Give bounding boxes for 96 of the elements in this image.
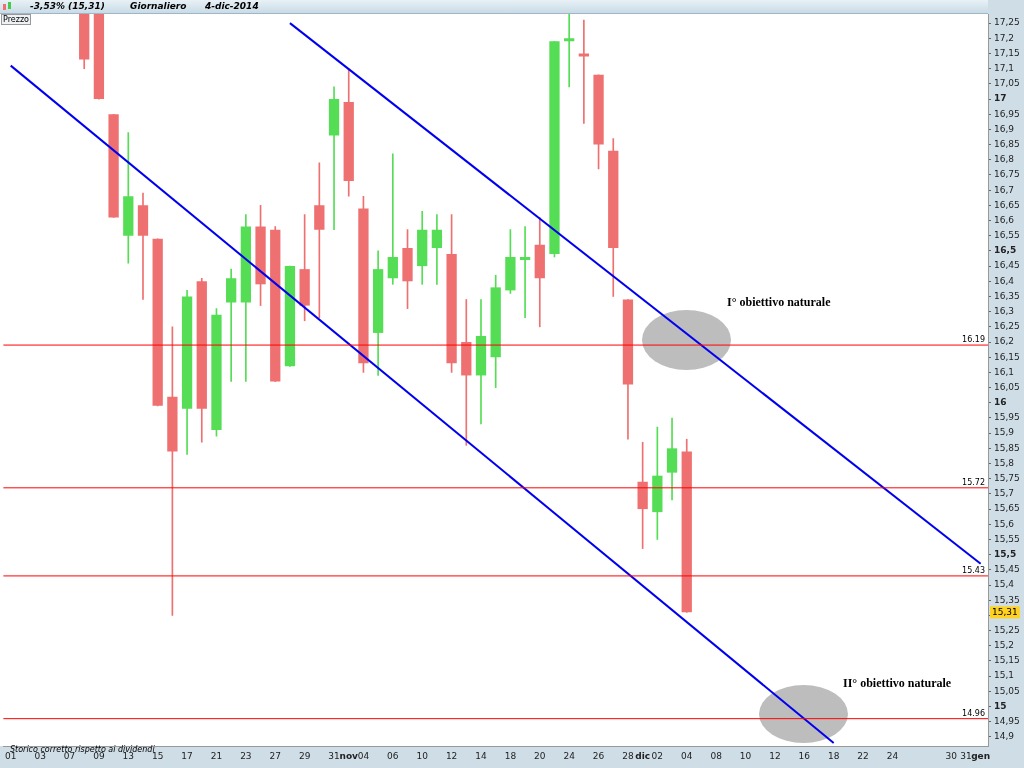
- y-tick-label: 16,15: [994, 351, 1020, 362]
- x-tick-label: 04: [681, 750, 693, 761]
- candlestick: [226, 268, 237, 382]
- y-tick-label: 15,9: [994, 427, 1015, 438]
- text: Giornaliero: [130, 1, 187, 11]
- y-tick-label: 15,05: [994, 685, 1020, 696]
- y-tick-label: 16,95: [994, 108, 1020, 119]
- annotation: I° obiettivo naturale: [727, 295, 831, 310]
- y-tick-label: 16,85: [994, 138, 1020, 149]
- x-tick-label: 24: [886, 750, 899, 761]
- candlestick: [578, 19, 590, 124]
- x-tick-label: 14: [475, 750, 487, 761]
- x-tick-label: 24: [563, 750, 576, 761]
- y-tick-label: 17,1: [994, 63, 1015, 74]
- y-tick-label: 16,55: [994, 230, 1020, 241]
- y-tick-label: 15: [994, 700, 1007, 711]
- y-tick-label: 16,35: [994, 290, 1020, 301]
- x-tick-label: 10: [739, 750, 752, 761]
- y-tick-label: 16,4: [994, 275, 1015, 286]
- y-tick-label: 15,75: [994, 473, 1020, 484]
- candlestick: [328, 86, 340, 230]
- y-tick-label: 16,8: [994, 154, 1015, 165]
- y-tick-label: 16,65: [994, 199, 1020, 210]
- y-tick-label: 15,35: [994, 594, 1020, 605]
- candlestick: [431, 214, 443, 285]
- x-tick-label: 18: [504, 750, 517, 761]
- y-tick-label: 16,2: [994, 336, 1015, 347]
- y-tick-label: 16,9: [994, 123, 1015, 134]
- y-tick-label: 15,15: [994, 655, 1020, 666]
- candlestick: [387, 153, 398, 285]
- x-tick-label: nov: [339, 750, 359, 761]
- y-tick-label: 16,7: [994, 184, 1015, 195]
- x-tick-label: 31: [960, 750, 972, 761]
- y-tick-label: 15,4: [994, 579, 1015, 590]
- ref-line-label: 16.19: [962, 335, 985, 345]
- x-tick-label: 10: [416, 750, 429, 761]
- y-tick-label: 16,45: [994, 260, 1020, 271]
- x-tick-label: 20: [534, 750, 546, 761]
- x-tick-label: 12: [445, 750, 458, 761]
- x-tick-label: 23: [240, 750, 252, 761]
- y-tick-label: 14,9: [994, 731, 1015, 742]
- y-tick-label: 15,6: [994, 518, 1015, 529]
- y-tick-label: 16,05: [994, 381, 1020, 392]
- x-tick-label: 08: [710, 750, 723, 761]
- y-tick-label: 15,85: [994, 442, 1020, 453]
- y-tick-label: 16,25: [994, 321, 1020, 332]
- y-tick-label: 15,5: [994, 548, 1017, 559]
- y-tick-label: 17: [994, 93, 1007, 104]
- x-tick-label: 22: [857, 750, 869, 761]
- y-tick-label: 15,45: [994, 564, 1020, 575]
- y-tick-label: 16,3: [994, 306, 1015, 316]
- x-tick-label: 02: [651, 750, 664, 761]
- x-tick-label: 16: [798, 750, 811, 761]
- y-tick-label: 15,8: [994, 457, 1015, 468]
- y-tick-label: 16,1: [994, 366, 1015, 377]
- x-tick-label: 27: [269, 750, 281, 761]
- x-tick-label: 26: [592, 750, 605, 761]
- text: -3,53% (15,31): [30, 1, 105, 11]
- y-tick-label: 15,1: [994, 670, 1015, 681]
- y-tick-label: 15,65: [994, 503, 1020, 514]
- x-tick-label: 17: [181, 750, 193, 761]
- candlestick: [564, 14, 575, 88]
- y-tick-label: 16,6: [994, 214, 1015, 225]
- annotation: Prezzo: [1, 14, 32, 25]
- y-tick-label: 15,2: [994, 640, 1015, 651]
- ref-line-label: 15.43: [962, 565, 985, 575]
- y-tick-label: 16,75: [994, 169, 1020, 180]
- y-tick-label: 17,2: [994, 32, 1015, 43]
- annotation: II° obiettivo naturale: [843, 676, 952, 691]
- x-tick-label: 12: [769, 750, 781, 761]
- y-tick-label: 16: [994, 397, 1007, 408]
- y-tick-label: 16,5: [994, 245, 1017, 256]
- y-tick-label: 15,95: [994, 412, 1020, 423]
- x-tick-label: gen: [971, 750, 991, 761]
- x-tick-label: 28: [622, 750, 634, 761]
- x-tick-label: 04: [357, 750, 370, 761]
- y-tick-label: 15,55: [994, 533, 1020, 544]
- candlestick: [461, 299, 472, 446]
- x-tick-label: 21: [210, 750, 223, 761]
- x-tick-label: 30: [945, 750, 958, 761]
- y-tick-label: 17,25: [994, 17, 1020, 28]
- x-tick-label: 18: [827, 750, 840, 761]
- y-tick-label: 15,25: [994, 624, 1020, 635]
- candlestick: [519, 226, 531, 319]
- x-tick-label: dic: [635, 750, 651, 761]
- y-tick-label: 17,05: [994, 78, 1020, 89]
- ref-line-label: 14.96: [962, 708, 985, 718]
- y-tick-label: 17,15: [994, 47, 1020, 58]
- text: 4-dic-2014: [205, 1, 259, 11]
- x-tick-label: 06: [387, 750, 399, 761]
- x-tick-label: 31: [328, 750, 340, 761]
- annotation: 15,31: [992, 606, 1018, 617]
- y-tick-label: 15,7: [994, 488, 1015, 499]
- y-tick-label: 14,95: [994, 716, 1020, 727]
- ref-line-label: 15.72: [962, 477, 985, 487]
- x-tick-label: 29: [298, 750, 311, 761]
